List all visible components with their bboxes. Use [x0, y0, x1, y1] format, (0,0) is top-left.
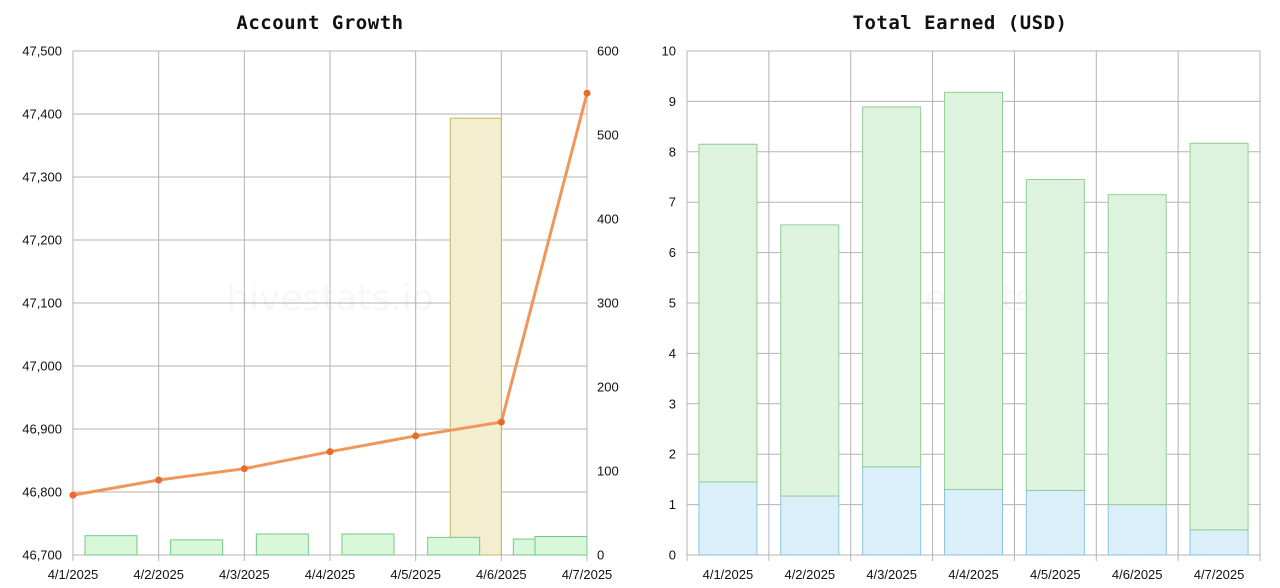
total-earned-panel: Total Earned (USD) hivestats.io012345678…: [640, 0, 1280, 588]
account-growth-chart: hivestats.io46,70046,80046,90047,00047,1…: [22, 44, 619, 583]
x-tick-label: 4/4/2025: [948, 567, 999, 582]
x-tick-label: 4/6/2025: [476, 567, 527, 582]
y-tick-label: 5: [669, 296, 676, 311]
x-tick-label: 4/3/2025: [219, 567, 270, 582]
x-tick-label: 4/3/2025: [866, 567, 917, 582]
y-tick-label: 1: [669, 497, 676, 512]
bar-lower-segment: [1107, 504, 1167, 556]
bar-lower-segment: [944, 488, 1003, 556]
y-tick-label: 47,000: [22, 359, 62, 374]
bar-upper-segment: [1189, 142, 1249, 531]
bar-lower-segment: [698, 481, 758, 556]
y-tick-label: 9: [669, 94, 676, 109]
y-tick-label: 47,400: [22, 107, 62, 122]
y-tick-label: 47,300: [22, 170, 62, 185]
y-tick-label: 3: [669, 396, 676, 411]
y2-tick-label: 200: [597, 380, 619, 395]
daily-bar: [255, 533, 309, 556]
bar-upper-segment: [944, 91, 1003, 490]
x-tick-label: 4/1/2025: [703, 567, 754, 582]
y2-tick-label: 300: [597, 296, 619, 311]
growth-point: [240, 465, 248, 473]
account-growth-title: Account Growth: [236, 12, 404, 34]
bar-lower-segment: [1189, 529, 1249, 556]
growth-point: [326, 448, 334, 456]
y-tick-label: 0: [669, 548, 676, 563]
y-tick-label: 46,700: [22, 548, 62, 563]
growth-point: [497, 418, 505, 426]
y2-tick-label: 400: [597, 212, 619, 227]
growth-point: [412, 432, 420, 440]
y-tick-label: 7: [669, 195, 676, 210]
y2-tick-label: 600: [597, 44, 619, 59]
daily-bar: [534, 536, 588, 556]
y2-tick-label: 100: [597, 464, 619, 479]
bar-lower-segment: [780, 495, 840, 556]
y-tick-label: 47,500: [22, 44, 62, 59]
daily-bar: [427, 536, 481, 556]
x-tick-label: 4/1/2025: [48, 567, 99, 582]
account-growth-panel: Account Growth hivestats.io 46,700 46,800 4…: [22, 12, 619, 583]
y-tick-label: 2: [669, 447, 676, 462]
x-tick-label: 4/5/2025: [390, 567, 441, 582]
bar-lower-segment: [1025, 489, 1085, 556]
daily-bar: [170, 539, 224, 556]
growth-point: [155, 476, 163, 484]
x-tick-label: 4/6/2025: [1112, 567, 1163, 582]
y-tick-label: 47,200: [22, 233, 62, 248]
bar-lower-segment: [862, 466, 922, 556]
bar-upper-segment: [862, 106, 922, 468]
x-tick-label: 4/7/2025: [1194, 567, 1245, 582]
total-earned-chart: hivestats.io0123456789104/1/20254/2/2025…: [662, 44, 1261, 582]
daily-bar: [341, 533, 395, 556]
daily-bar: [84, 535, 138, 556]
y-tick-label: 4: [669, 346, 676, 361]
bar-upper-segment: [1025, 179, 1085, 491]
growth-point: [583, 89, 591, 97]
bar-upper-segment: [1107, 194, 1167, 506]
bar-upper-segment: [698, 143, 758, 483]
y2-tick-label: 0: [597, 548, 604, 563]
y-tick-label: 8: [669, 144, 676, 159]
total-earned-title: Total Earned (USD): [852, 12, 1068, 34]
bar-upper-segment: [780, 224, 840, 497]
x-tick-label: 4/4/2025: [305, 567, 356, 582]
y2-tick-label: 500: [597, 128, 619, 143]
x-tick-label: 4/2/2025: [133, 567, 184, 582]
y-tick-label: 6: [669, 245, 676, 260]
y-tick-label: 47,100: [22, 296, 62, 311]
x-tick-label: 4/2/2025: [784, 567, 835, 582]
y-tick-label: 46,900: [22, 422, 62, 437]
highlight-bar: [449, 117, 502, 556]
y-tick-label: 46,800: [22, 485, 62, 500]
x-tick-label: 4/5/2025: [1030, 567, 1081, 582]
y-tick-label: 10: [662, 44, 676, 59]
x-tick-label: 4/7/2025: [562, 567, 613, 582]
growth-point: [69, 491, 77, 499]
